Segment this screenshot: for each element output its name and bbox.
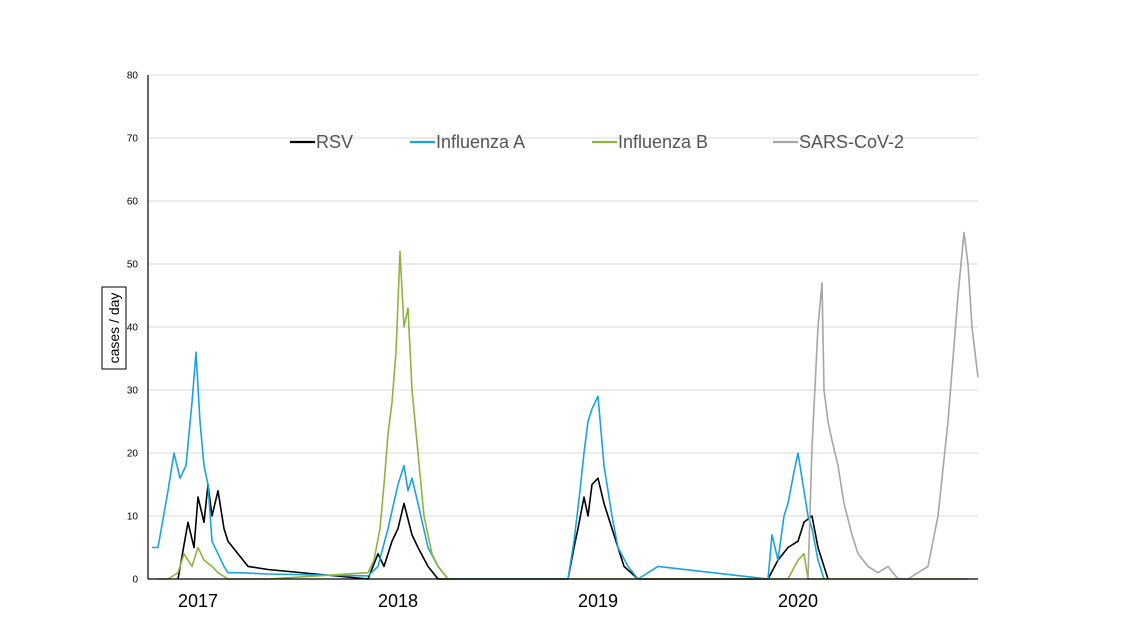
year-labels: 2017 2018 2019 2020 [178, 591, 818, 611]
y-tick-label: 10 [127, 512, 139, 523]
axes [147, 75, 978, 580]
y-axis-label-group: cases / day [101, 286, 127, 370]
legend: RSV Influenza A Influenza B SARS-CoV-2 [290, 132, 904, 152]
series-line-sars-cov-2 [807, 231, 979, 580]
legend-label: Influenza B [618, 132, 708, 152]
gridlines [148, 74, 978, 517]
legend-item: SARS-CoV-2 [773, 132, 904, 152]
series-lines [152, 231, 979, 580]
y-tick-label: 40 [127, 323, 139, 334]
y-tick-label: 60 [127, 197, 139, 208]
year-label: 2018 [378, 591, 418, 611]
series-line-influenza-b [158, 250, 968, 580]
series-line-rsv [177, 477, 829, 580]
y-axis-label-box [101, 286, 127, 370]
legend-item: Influenza A [410, 132, 525, 152]
year-label: 2019 [578, 591, 618, 611]
y-tick-label: 30 [127, 386, 139, 397]
y-tick-label: 0 [132, 575, 138, 586]
y-axis-label: cases / day [106, 293, 122, 364]
legend-label: SARS-CoV-2 [799, 132, 904, 152]
legend-label: RSV [316, 132, 353, 152]
y-tick-labels: 0 10 20 30 40 50 60 70 80 [127, 71, 139, 586]
year-label: 2020 [778, 591, 818, 611]
legend-item: RSV [290, 132, 353, 152]
legend-item: Influenza B [592, 132, 708, 152]
legend-label: Influenza A [436, 132, 525, 152]
y-tick-label: 50 [127, 260, 139, 271]
year-label: 2017 [178, 591, 218, 611]
y-tick-label: 70 [127, 134, 139, 145]
y-tick-label: 20 [127, 449, 139, 460]
y-tick-label: 80 [127, 71, 139, 82]
series-line-influenza-a [152, 351, 825, 580]
